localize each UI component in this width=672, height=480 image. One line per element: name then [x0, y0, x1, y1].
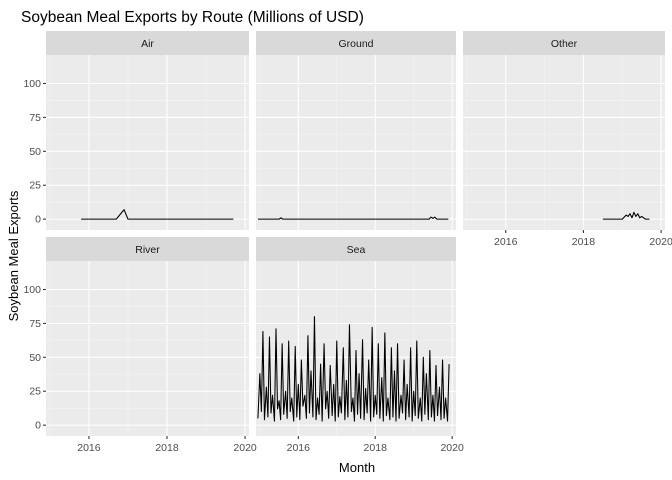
panel-background-ground — [256, 55, 456, 230]
facet-strip-ground — [256, 31, 456, 55]
series-line-air — [81, 209, 234, 220]
series-line-other — [602, 211, 650, 220]
series-line-ground — [257, 216, 449, 220]
x-tick-label: 2018 — [364, 442, 388, 454]
facet-strip-river — [46, 237, 249, 261]
panel-background-other — [463, 55, 665, 230]
y-tick-label: 25 — [29, 180, 41, 192]
x-tick-label: 2020 — [649, 236, 672, 248]
gridlines-air — [46, 55, 249, 230]
facet-air: Air 0 25 50 75 100 — [23, 31, 249, 230]
facet-strip-label-river: River — [135, 244, 160, 256]
x-tick-label: 2018 — [572, 236, 596, 248]
y-tick-label: 50 — [29, 146, 41, 158]
gridlines-river — [46, 261, 249, 436]
gridlines-ground — [256, 55, 456, 230]
facet-other: Other 2016 2018 2020 — [463, 31, 672, 248]
x-tick-label: 2020 — [440, 442, 464, 454]
facet-river: River 0 25 50 75 100 2016 2018 2020 — [23, 237, 257, 454]
facet-strip-sea — [256, 237, 456, 261]
x-tick-label: 2018 — [155, 442, 179, 454]
y-tick-label: 0 — [35, 214, 41, 226]
panel-background-air — [46, 55, 249, 230]
panel-background-river — [46, 261, 249, 436]
facet-sea: Sea 2016 2018 2020 — [256, 237, 464, 454]
x-tick-label: 2020 — [233, 442, 257, 454]
y-axis-title: Soybean Meal Exports — [6, 190, 21, 321]
x-tick-label: 2016 — [494, 236, 518, 248]
plot-title: Soybean Meal Exports by Route (Millions … — [21, 9, 364, 26]
y-tick-label: 75 — [29, 318, 41, 330]
facet-strip-label-sea: Sea — [347, 244, 366, 256]
panel-background-sea — [256, 261, 456, 436]
facet-strip-label-other: Other — [551, 38, 578, 50]
y-tick-label: 100 — [23, 78, 41, 90]
y-tick-label: 50 — [29, 352, 41, 364]
series-line-sea — [257, 316, 450, 422]
facet-ground: Ground — [256, 31, 456, 230]
x-axis-title: Month — [339, 460, 375, 475]
gridlines-other — [463, 55, 665, 230]
y-tick-label: 25 — [29, 386, 41, 398]
x-tick-label: 2016 — [77, 442, 101, 454]
y-tick-label: 75 — [29, 112, 41, 124]
y-tick-label: 100 — [23, 284, 41, 296]
facet-strip-air — [46, 31, 249, 55]
facet-strip-label-ground: Ground — [338, 38, 373, 50]
y-tick-label: 0 — [35, 420, 41, 432]
x-tick-label: 2016 — [287, 442, 311, 454]
facet-strip-other — [463, 31, 665, 55]
facet-strip-label-air: Air — [141, 38, 154, 50]
